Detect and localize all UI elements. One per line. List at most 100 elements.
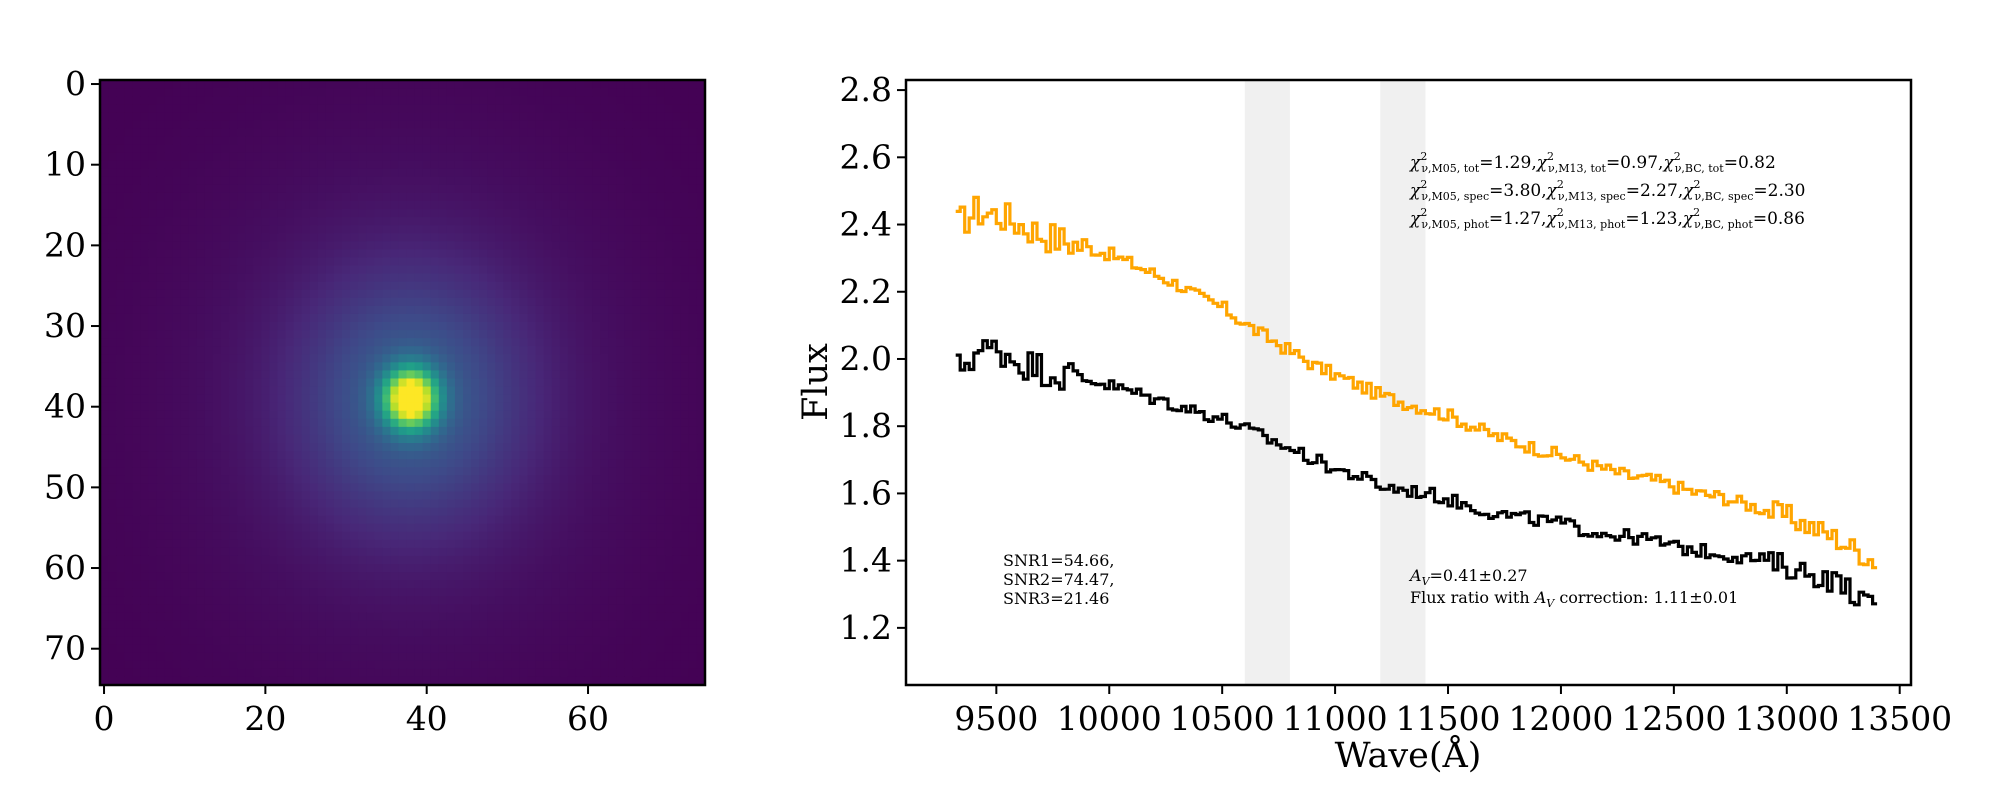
heatmap-pixel	[495, 386, 504, 396]
heatmap-pixel	[406, 201, 416, 210]
heatmap-pixel	[422, 410, 432, 420]
heatmap-pixel	[479, 451, 488, 460]
heatmap-pixel	[543, 402, 553, 412]
heatmap-pixel	[632, 459, 642, 468]
heatmap-pixel	[406, 507, 416, 517]
heatmap-pixel	[253, 257, 262, 267]
heatmap-pixel	[245, 289, 254, 299]
heatmap-pixel	[253, 531, 262, 541]
heatmap-pixel	[366, 515, 375, 525]
heatmap-pixel	[285, 426, 295, 436]
heatmap-pixel	[584, 176, 593, 186]
heatmap-pixel	[519, 257, 529, 267]
heatmap-pixel	[624, 564, 633, 573]
heatmap-pixel	[519, 136, 529, 146]
heatmap-pixel	[495, 580, 504, 589]
heatmap-pixel	[551, 402, 561, 412]
heatmap-pixel	[640, 507, 650, 517]
heatmap-pixel	[116, 467, 125, 476]
heatmap-pixel	[664, 588, 674, 597]
heatmap-pixel	[180, 338, 190, 347]
heatmap-pixel	[317, 338, 327, 347]
heatmap-pixel	[124, 176, 133, 186]
heatmap-pixel	[688, 531, 698, 541]
heatmap-pixel	[212, 588, 222, 597]
heatmap-pixel	[430, 249, 440, 259]
heatmap-pixel	[592, 176, 601, 186]
heatmap-pixel	[648, 184, 658, 194]
heatmap-pixel	[688, 201, 698, 210]
heatmap-pixel	[374, 443, 383, 452]
heatmap-pixel	[398, 192, 408, 202]
heatmap-pixel	[204, 96, 214, 105]
heatmap-pixel	[245, 491, 254, 501]
heatmap-pixel	[624, 547, 633, 557]
heatmap-pixel	[100, 265, 109, 275]
heatmap-pixel	[108, 547, 117, 557]
heatmap-pixel	[390, 168, 400, 178]
heatmap-pixel	[664, 88, 674, 97]
heatmap-pixel	[438, 225, 448, 234]
heatmap-pixel	[688, 418, 698, 428]
heatmap-pixel	[592, 443, 601, 452]
heatmap-pixel	[575, 580, 585, 589]
heatmap-pixel	[342, 547, 351, 557]
heatmap-pixel	[164, 241, 174, 250]
heatmap-pixel	[382, 265, 391, 275]
heatmap-pixel	[237, 483, 246, 492]
heatmap-pixel	[180, 249, 190, 259]
heatmap-pixel	[342, 128, 351, 138]
heatmap-pixel	[527, 192, 537, 202]
heatmap-pixel	[575, 313, 585, 323]
heatmap-pixel	[253, 362, 262, 371]
heatmap-pixel	[664, 281, 674, 291]
heatmap-pixel	[261, 322, 270, 331]
heatmap-pixel	[624, 434, 633, 444]
heatmap-pixel	[688, 265, 698, 275]
heatmap-pixel	[543, 410, 553, 420]
heatmap-pixel	[600, 168, 609, 178]
heatmap-pixel	[463, 523, 472, 533]
heatmap-pixel	[140, 168, 149, 178]
heatmap-pixel	[672, 459, 682, 468]
heatmap-pixel	[204, 233, 214, 242]
heatmap-pixel	[680, 354, 690, 363]
heatmap-pixel	[592, 265, 601, 275]
heatmap-pixel	[156, 572, 166, 581]
heatmap-pixel	[616, 507, 625, 517]
heatmap-pixel	[317, 354, 327, 363]
heatmap-pixel	[527, 233, 537, 242]
heatmap-pixel	[124, 491, 133, 501]
heatmap-pixel	[333, 136, 343, 146]
heatmap-pixel	[584, 588, 593, 597]
heatmap-pixel	[559, 434, 569, 444]
heatmap-pixel	[575, 338, 585, 347]
heatmap-pixel	[382, 459, 391, 468]
heatmap-pixel	[325, 467, 335, 476]
heatmap-pixel	[688, 330, 698, 339]
heatmap-pixel	[366, 346, 375, 355]
heatmap-pixel	[148, 539, 158, 549]
heatmap-pixel	[616, 330, 625, 339]
heatmap-pixel	[285, 418, 295, 428]
heatmap-pixel	[511, 426, 521, 436]
heatmap-pixel	[688, 426, 698, 436]
heatmap-pixel	[358, 402, 367, 412]
heatmap-pixel	[430, 233, 440, 242]
heatmap-pixel	[309, 547, 319, 557]
heatmap-pixel	[204, 160, 214, 170]
heatmap-pixel	[390, 370, 400, 380]
heatmap-pixel	[164, 88, 174, 97]
heatmap-pixel	[575, 144, 585, 154]
heatmap-pixel	[212, 305, 222, 315]
heatmap-pixel	[172, 459, 182, 468]
heatmap-pixel	[471, 184, 480, 194]
heatmap-pixel	[261, 209, 270, 218]
heatmap-pixel	[495, 289, 504, 299]
heatmap-pixel	[543, 184, 553, 194]
heatmap-pixel	[672, 120, 682, 129]
heatmap-pixel	[253, 297, 262, 307]
heatmap-pixel	[277, 184, 287, 194]
heatmap-pixel	[632, 539, 642, 549]
heatmap-pixel	[592, 233, 601, 242]
